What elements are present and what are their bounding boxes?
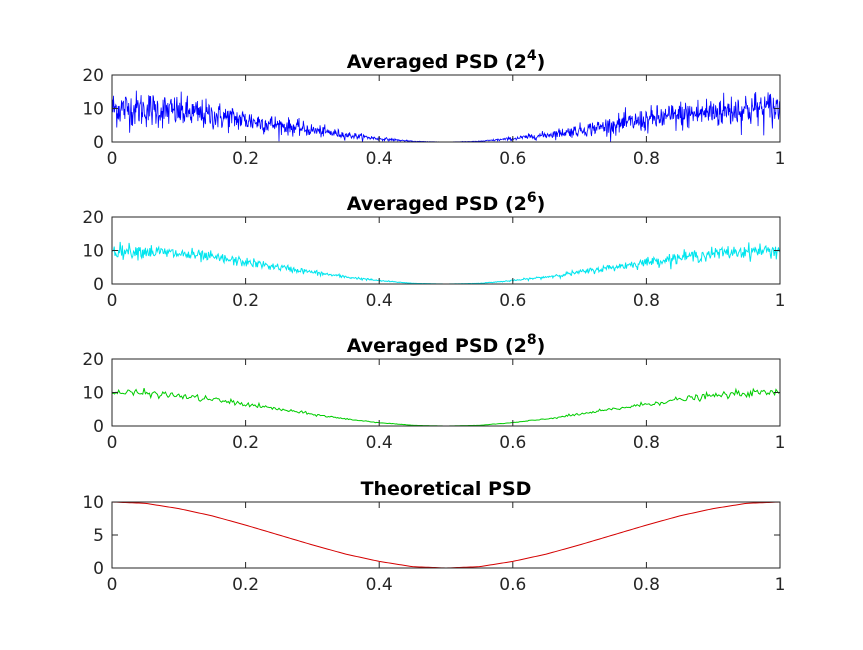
- x-tick-label: 0.6: [499, 433, 526, 453]
- y-tick-label: 20: [82, 208, 104, 228]
- y-tick-label: 0: [93, 559, 104, 579]
- y-tick-label: 20: [82, 350, 104, 370]
- panel-title: Averaged PSD (26): [347, 190, 546, 215]
- x-tick-label: 1: [775, 575, 786, 595]
- x-tick-label: 0: [107, 433, 118, 453]
- y-tick-label: 10: [82, 493, 104, 513]
- x-tick-label: 0.6: [499, 291, 526, 311]
- x-tick-label: 0.8: [633, 291, 660, 311]
- x-tick-label: 0.6: [499, 575, 526, 595]
- x-tick-label: 0: [107, 291, 118, 311]
- y-tick-label: 0: [93, 133, 104, 153]
- x-tick-label: 0.4: [366, 291, 393, 311]
- y-tick-label: 10: [82, 100, 104, 120]
- x-tick-label: 0: [107, 149, 118, 169]
- x-tick-label: 0.2: [232, 575, 259, 595]
- x-tick-label: 1: [775, 149, 786, 169]
- x-tick-label: 0.2: [232, 291, 259, 311]
- x-tick-label: 1: [775, 291, 786, 311]
- y-tick-label: 0: [93, 275, 104, 295]
- axes-frame: [111, 216, 781, 285]
- x-tick-label: 0.4: [366, 575, 393, 595]
- x-tick-label: 0.4: [366, 149, 393, 169]
- x-tick-label: 0.2: [232, 433, 259, 453]
- panel-title: Averaged PSD (24): [347, 48, 546, 73]
- x-tick-label: 0.6: [499, 149, 526, 169]
- x-tick-label: 0.2: [232, 149, 259, 169]
- x-tick-label: 0.8: [633, 149, 660, 169]
- x-tick-label: 0.8: [633, 433, 660, 453]
- y-tick-label: 10: [82, 242, 104, 262]
- x-tick-label: 0: [107, 575, 118, 595]
- panel-title: Averaged PSD (28): [347, 332, 546, 357]
- x-tick-label: 0.4: [366, 433, 393, 453]
- y-tick-label: 0: [93, 417, 104, 437]
- x-tick-label: 1: [775, 433, 786, 453]
- y-tick-label: 5: [93, 526, 104, 546]
- axes-frame: [111, 358, 781, 427]
- y-tick-label: 20: [82, 66, 104, 86]
- x-tick-label: 0.8: [633, 575, 660, 595]
- y-tick-label: 10: [82, 384, 104, 404]
- panel-title: Theoretical PSD: [361, 478, 532, 500]
- axes-frame: [111, 501, 781, 569]
